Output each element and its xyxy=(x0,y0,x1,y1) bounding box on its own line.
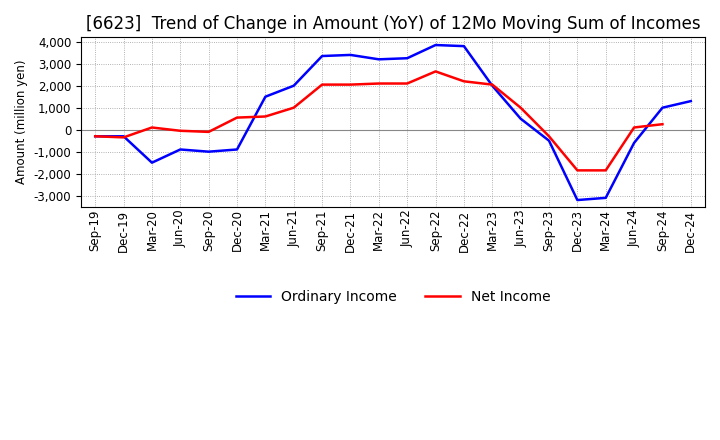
Net Income xyxy=(289,105,298,110)
Net Income xyxy=(573,168,582,173)
Line: Net Income: Net Income xyxy=(95,71,662,170)
Net Income xyxy=(176,128,184,133)
Ordinary Income xyxy=(488,83,497,88)
Ordinary Income xyxy=(459,44,468,49)
Net Income xyxy=(601,168,610,173)
Ordinary Income xyxy=(374,57,383,62)
Net Income xyxy=(459,79,468,84)
Net Income xyxy=(545,134,554,139)
Ordinary Income xyxy=(346,52,355,58)
Ordinary Income xyxy=(148,160,156,165)
Net Income xyxy=(120,135,128,140)
Ordinary Income xyxy=(601,195,610,201)
Ordinary Income xyxy=(630,140,639,146)
Ordinary Income xyxy=(318,53,326,59)
Ordinary Income xyxy=(91,134,99,139)
Net Income xyxy=(431,69,440,74)
Ordinary Income xyxy=(545,138,554,143)
Ordinary Income xyxy=(261,94,270,99)
Ordinary Income xyxy=(204,149,213,154)
Net Income xyxy=(630,125,639,130)
Title: [6623]  Trend of Change in Amount (YoY) of 12Mo Moving Sum of Incomes: [6623] Trend of Change in Amount (YoY) o… xyxy=(86,15,701,33)
Ordinary Income xyxy=(403,55,412,61)
Net Income xyxy=(403,81,412,86)
Ordinary Income xyxy=(289,83,298,88)
Legend: Ordinary Income, Net Income: Ordinary Income, Net Income xyxy=(230,285,556,310)
Ordinary Income xyxy=(516,116,525,121)
Ordinary Income xyxy=(233,147,241,152)
Net Income xyxy=(346,82,355,87)
Line: Ordinary Income: Ordinary Income xyxy=(95,45,690,200)
Ordinary Income xyxy=(658,105,667,110)
Ordinary Income xyxy=(176,147,184,152)
Ordinary Income xyxy=(431,42,440,48)
Ordinary Income xyxy=(120,134,128,139)
Net Income xyxy=(516,105,525,110)
Net Income xyxy=(148,125,156,130)
Net Income xyxy=(204,129,213,135)
Y-axis label: Amount (million yen): Amount (million yen) xyxy=(15,60,28,184)
Net Income xyxy=(374,81,383,86)
Net Income xyxy=(233,115,241,120)
Net Income xyxy=(91,134,99,139)
Net Income xyxy=(318,82,326,87)
Net Income xyxy=(488,82,497,87)
Net Income xyxy=(658,121,667,127)
Ordinary Income xyxy=(573,198,582,203)
Ordinary Income xyxy=(686,99,695,104)
Net Income xyxy=(261,114,270,119)
